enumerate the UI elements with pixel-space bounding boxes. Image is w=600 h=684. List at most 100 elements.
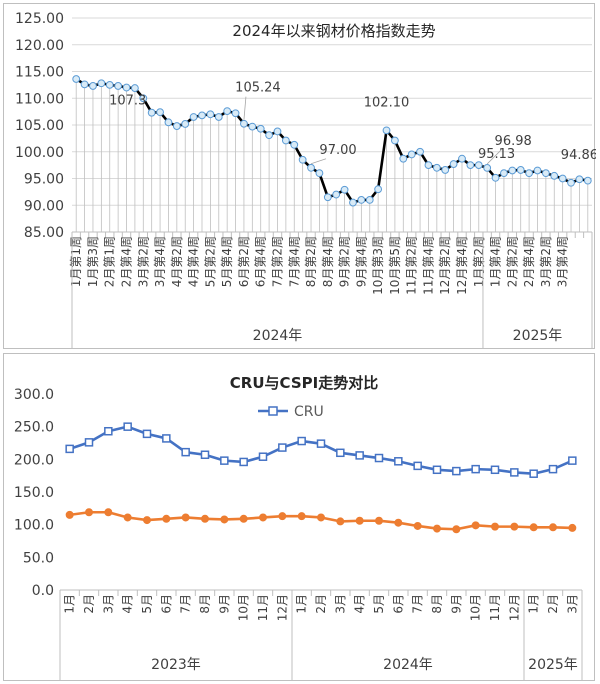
data-label: 97.00 [319, 143, 356, 158]
data-point [357, 196, 366, 204]
y-tick-label: 300.0 [14, 387, 54, 403]
data-point [317, 513, 325, 522]
x-tick-label: 1月 [527, 594, 541, 614]
x-tick-label: 2月 [314, 594, 328, 614]
x-tick-label: 1月第3周 [86, 236, 100, 287]
data-point [549, 523, 557, 532]
data-point [529, 469, 538, 478]
data-point [123, 513, 132, 522]
data-label: 107.3 [109, 94, 146, 109]
steel-price-index-chart: 2024年以来钢材价格指数走势 125.00 120.00 115.00 110.00 1… [15, 11, 596, 348]
y-tick-label: 105.00 [15, 118, 64, 134]
x-tick-label: 3月第2周 [136, 236, 150, 287]
y-tick-label: 90.00 [24, 198, 64, 214]
data-point [550, 171, 559, 180]
x-tick-label: 9月 [449, 594, 463, 614]
data-point [558, 174, 567, 183]
data-point [323, 193, 332, 202]
x-tick-label: 10月第3周 [371, 236, 385, 295]
x-tick-label: 5月第4周 [220, 236, 234, 287]
data-point [483, 164, 492, 172]
x-tick-label: 4月 [353, 594, 367, 614]
data-point [452, 466, 461, 476]
x-tick-label: 9月 [217, 594, 231, 614]
data-point [189, 113, 198, 121]
data-point [65, 444, 74, 454]
y-tick-label: 95.00 [24, 172, 64, 188]
data-point [259, 513, 267, 522]
x-tick-label: 7月 [411, 594, 425, 614]
data-point [349, 198, 357, 207]
data-point [281, 136, 290, 145]
x-tick-label: 4月第4周 [187, 236, 201, 287]
annotation-leader [243, 96, 247, 120]
data-point [239, 457, 248, 467]
x-tick-label: 12月第4周 [455, 236, 469, 295]
chart-title: CRU与CSPI走势对比 [230, 374, 378, 392]
x-tick-label: 3月 [565, 594, 579, 614]
data-label: 105.24 [235, 81, 281, 96]
x-tick-label: 1月 [63, 594, 77, 614]
x-tick-label: 11月第2周 [405, 236, 419, 295]
data-point [466, 161, 475, 170]
data-point [500, 169, 508, 178]
y-tick-label: 200.0 [14, 452, 54, 468]
data-point [142, 429, 152, 439]
data-point [223, 107, 232, 115]
data-point [307, 163, 315, 172]
y-tick-label: 250.0 [14, 420, 54, 436]
x-tick-label: 7月第4周 [287, 236, 301, 287]
x-tick-label: 8月 [198, 594, 212, 614]
x-tick-label: 7月 [179, 594, 193, 614]
x-tick-label: 2月第4周 [522, 236, 536, 287]
data-point [355, 451, 364, 460]
x-tick-label: 2月第2周 [505, 236, 519, 287]
data-point [510, 522, 519, 531]
data-point [181, 513, 190, 522]
data-point [239, 514, 248, 523]
legend-marker [268, 406, 278, 416]
data-point [399, 154, 408, 163]
data-point [567, 178, 575, 187]
data-label: 94.86 [561, 148, 596, 163]
data-point [123, 422, 132, 431]
cru-cspi-comparison-chart: CRU与CSPI走势对比 300.0 250.0 200.0 150.0 100.0 50.… [14, 374, 583, 680]
data-point [298, 155, 307, 164]
x-tick-label: 4月第2周 [170, 236, 184, 287]
data-point [382, 126, 391, 135]
data-point [583, 176, 592, 185]
data-point [471, 521, 480, 530]
data-point [394, 518, 403, 527]
data-point [201, 514, 209, 523]
data-point [568, 456, 577, 465]
data-point [336, 517, 345, 526]
data-point [164, 118, 173, 127]
x-tick-label: 12月 [507, 594, 521, 621]
legend-label: CRU [294, 404, 324, 420]
data-point [181, 120, 190, 128]
data-point [85, 508, 93, 517]
year-label: 2024年 [383, 657, 433, 673]
x-tick-label: 6月 [159, 594, 173, 614]
annotation-leader [310, 158, 327, 165]
data-point [407, 150, 416, 159]
x-tick-label: 12月第2周 [438, 236, 452, 295]
x-tick-label: 3月第4周 [556, 236, 570, 287]
data-point [375, 516, 383, 525]
x-tick-label: 5月 [140, 594, 154, 614]
data-point [290, 140, 299, 149]
chart-title: 2024年以来钢材价格指数走势 [232, 22, 435, 40]
year-label: 2025年 [513, 328, 563, 344]
data-point [316, 439, 326, 448]
data-point [508, 166, 517, 175]
data-point [413, 521, 422, 530]
data-point [105, 80, 114, 89]
data-point [220, 456, 229, 465]
data-point [240, 119, 248, 128]
year-label: 2025年 [528, 657, 578, 673]
data-point [516, 166, 525, 174]
cru-cspi-comparison-chart-panel: CRU与CSPI走势对比 300.0 250.0 200.0 150.0 100.0 50.… [3, 353, 595, 681]
data-point [200, 450, 210, 460]
data-point [365, 196, 374, 204]
data-point [122, 83, 131, 92]
